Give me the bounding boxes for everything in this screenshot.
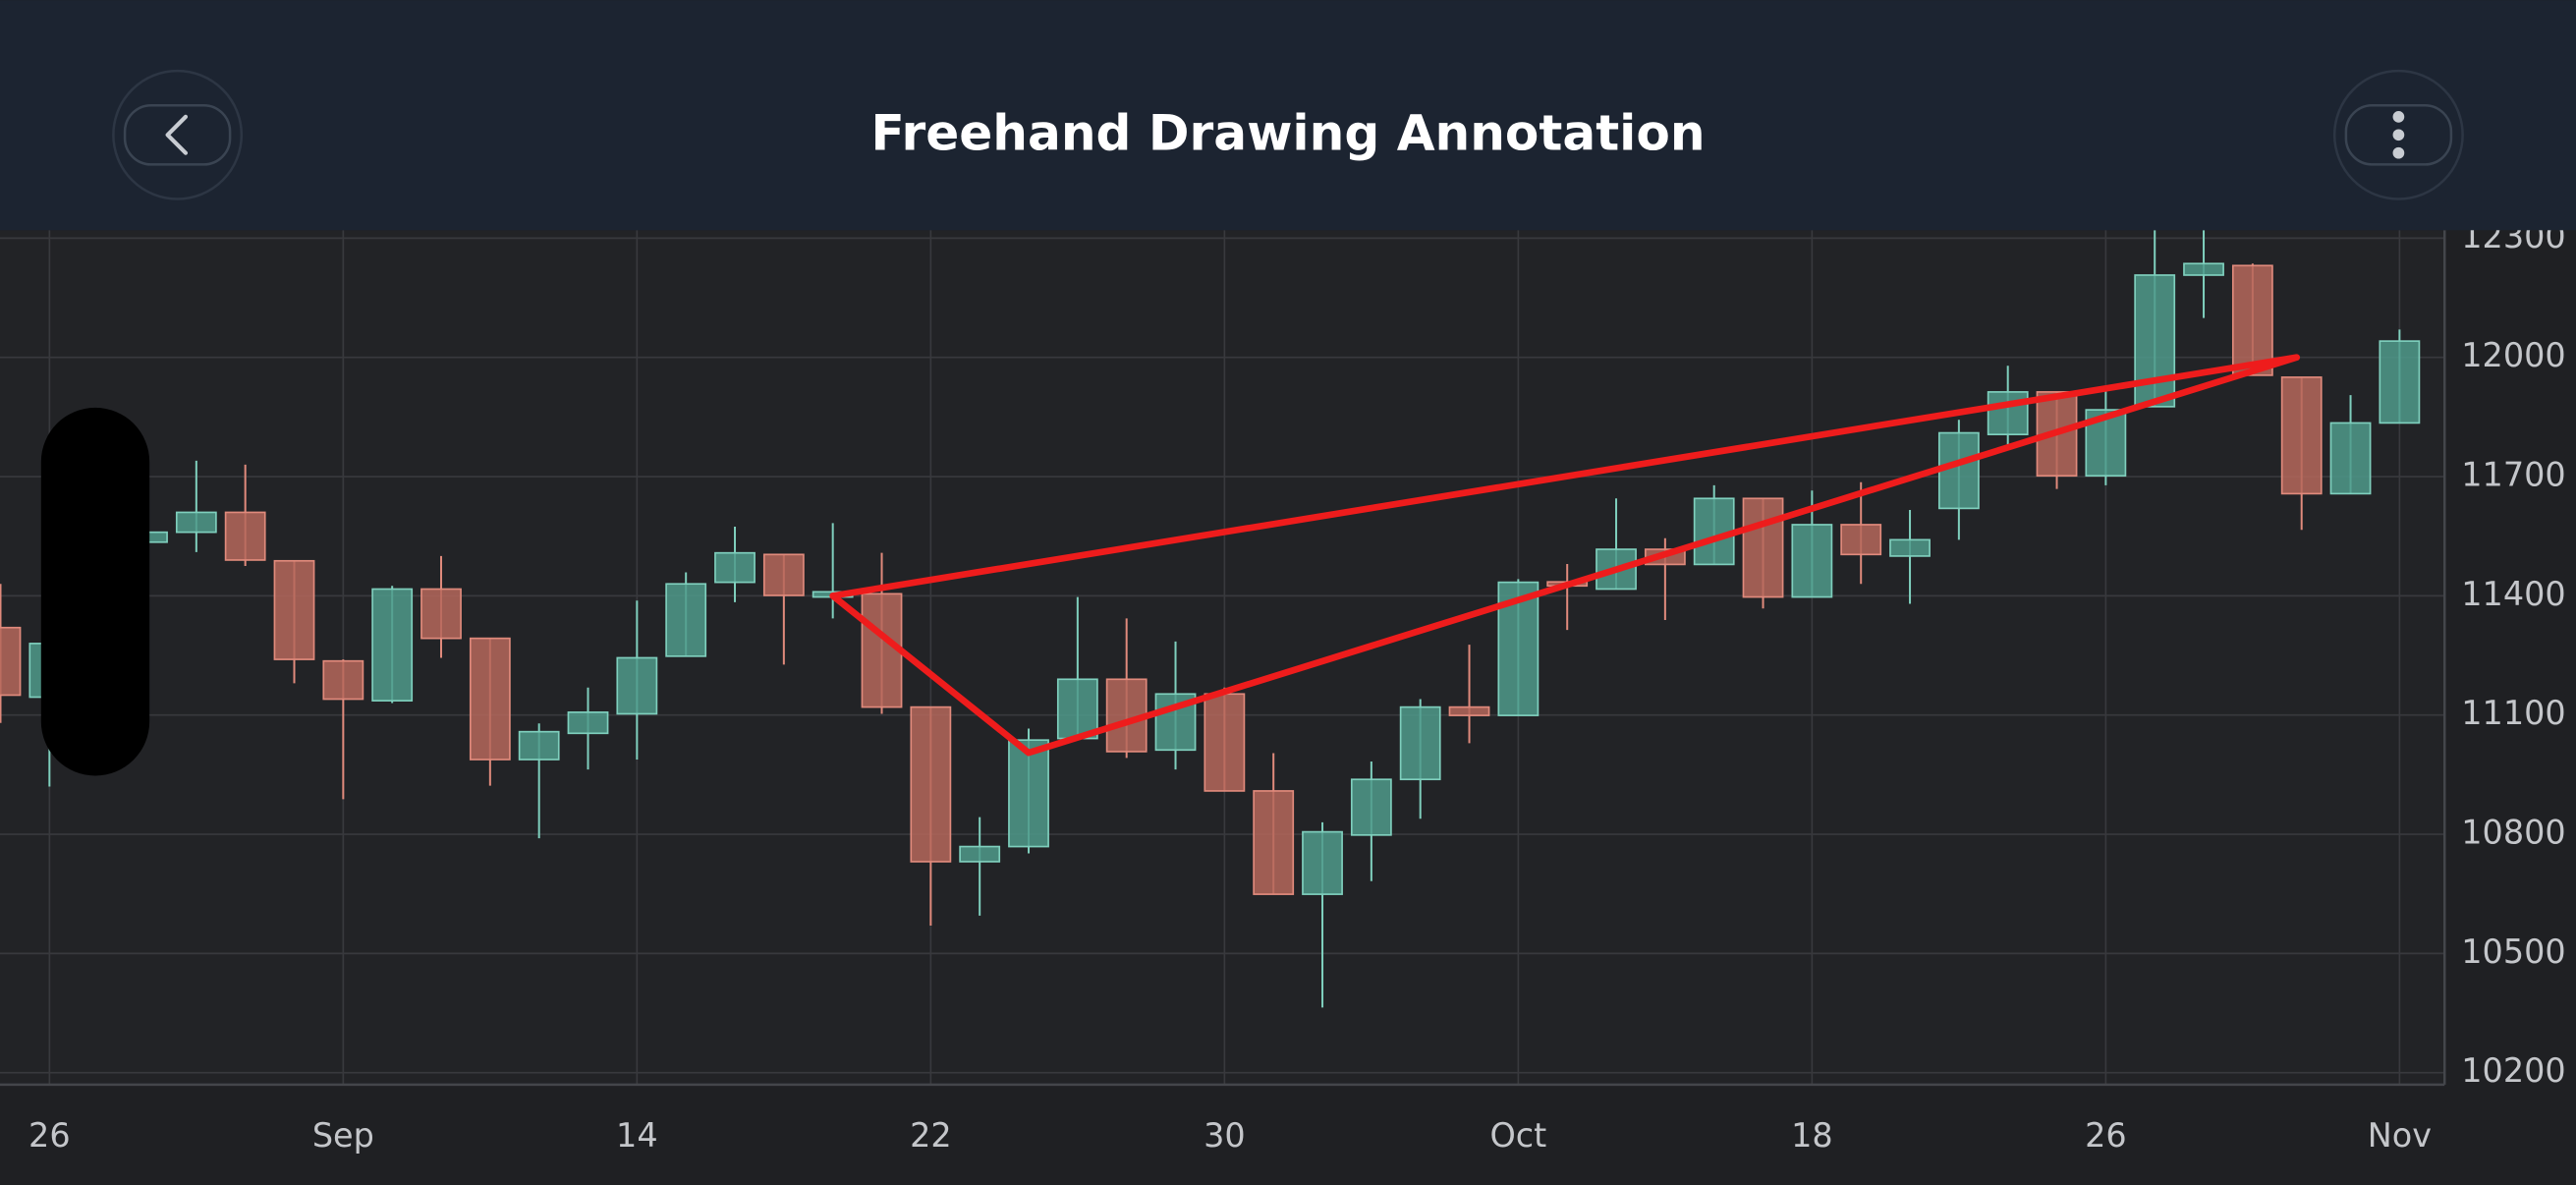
candle-body: [1056, 678, 1098, 740]
candle-body: [762, 553, 805, 596]
side-handle: [40, 407, 150, 776]
candle-body: [175, 511, 217, 534]
candle-body: [665, 583, 707, 657]
x-tick-label: Oct: [1489, 1116, 1546, 1155]
y-tick-label: 11700: [2461, 456, 2565, 494]
x-tick-label: 30: [1204, 1116, 1246, 1155]
candle-body: [959, 845, 1001, 863]
candle-body: [1693, 497, 1735, 566]
x-tick-label: 26: [2085, 1116, 2127, 1155]
y-tick-label: 10800: [2461, 814, 2565, 852]
menu-dot[interactable]: [2392, 146, 2405, 159]
y-tick-label: 10200: [2461, 1051, 2565, 1090]
header-bar: [0, 0, 2576, 231]
candle-body: [1302, 830, 1343, 895]
candle-body: [1840, 524, 1882, 556]
x-tick-label: 26: [28, 1116, 71, 1155]
candle-body: [2231, 264, 2273, 376]
plot: 1020010500108001110011400117001200012300…: [0, 217, 2566, 1155]
x-tick-label: Nov: [2368, 1116, 2432, 1155]
candle-body: [0, 626, 22, 697]
candle-body: [1253, 790, 1295, 895]
candle-body: [1987, 391, 2029, 435]
back-button[interactable]: [112, 69, 244, 200]
candle-body: [1204, 693, 1246, 792]
y-tick-label: 12000: [2461, 336, 2565, 374]
menu-dot[interactable]: [2392, 129, 2405, 141]
candle-body: [714, 551, 756, 584]
x-tick-label: Sep: [312, 1116, 374, 1155]
candle-body: [616, 656, 658, 715]
candle-body: [1889, 538, 1931, 557]
back-icon[interactable]: [165, 114, 189, 155]
candle-body: [2134, 274, 2176, 408]
x-tick-label: 22: [910, 1116, 952, 1155]
header-title: Freehand Drawing Annotation: [870, 103, 1705, 161]
candle-body: [861, 592, 903, 708]
candle-body: [2379, 340, 2421, 424]
candle-body: [2280, 376, 2323, 495]
candle-body: [224, 511, 266, 561]
candle-body: [518, 730, 560, 761]
candle-body: [322, 659, 364, 701]
freehand-drawing: [829, 354, 2301, 757]
plot-area: [0, 230, 2445, 1085]
candle-body: [469, 637, 511, 761]
candle-body: [2329, 422, 2372, 495]
y-tick-label: 11400: [2461, 575, 2565, 613]
candle-body: [1399, 705, 1441, 781]
x-tick-label: 14: [616, 1116, 658, 1155]
candle-body: [420, 588, 462, 640]
candle-body: [371, 588, 414, 702]
y-tick-label: 10500: [2461, 932, 2565, 971]
candle-body: [2183, 262, 2224, 276]
candle-body: [910, 705, 952, 863]
candle-body: [1448, 705, 1490, 716]
menu-button-pill[interactable]: [2344, 103, 2453, 166]
candle-body: [1937, 431, 1980, 510]
candle-body: [1791, 524, 1833, 598]
y-tick-label: 11100: [2461, 694, 2565, 732]
candle-body: [1742, 497, 1784, 598]
menu-dot[interactable]: [2392, 111, 2405, 123]
back-button-ring[interactable]: [112, 69, 244, 200]
back-button-pill[interactable]: [123, 103, 232, 166]
candle-body: [1008, 739, 1049, 848]
candle-body: [567, 711, 609, 735]
candle-body: [1350, 778, 1392, 836]
candle-body: [273, 559, 315, 660]
menu-button[interactable]: [2332, 69, 2464, 200]
x-tick-label: 18: [1791, 1116, 1833, 1155]
